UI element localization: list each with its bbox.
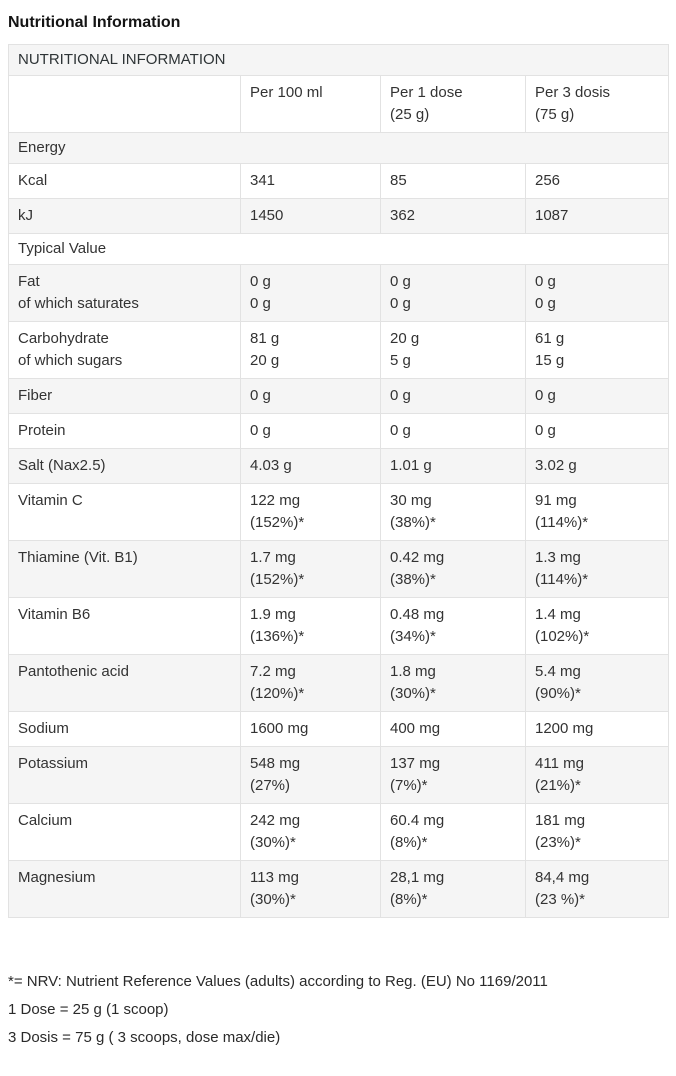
nutrient-value-cell: 341	[240, 163, 381, 199]
nutrient-value-cell: 0 g	[525, 413, 669, 449]
nutrient-value-cell: 0 g	[240, 413, 381, 449]
nutrient-value-cell: 7.2 mg (120%)*	[240, 654, 381, 712]
section-row: Typical Value	[8, 233, 669, 265]
nutrient-label-cell: Fat of which saturates	[8, 264, 241, 322]
nutrient-value-cell: 122 mg (152%)*	[240, 483, 381, 541]
nutrient-label-cell: Thiamine (Vit. B1)	[8, 540, 241, 598]
section-row: Energy	[8, 132, 669, 164]
nutrient-value-cell: 411 mg (21%)*	[525, 746, 669, 804]
data-row: Pantothenic acid 7.2 mg (120%)* 1.8 mg (30…	[8, 654, 669, 712]
data-row: Thiamine (Vit. B1) 1.7 mg (152%)* 0.42 mg …	[8, 540, 669, 598]
nutrient-value-cell: 362	[380, 198, 526, 234]
nutrient-value-cell: 242 mg (30%)*	[240, 803, 381, 861]
nutrient-value-cell: 1200 mg	[525, 711, 669, 747]
nutrient-value-cell: 81 g 20 g	[240, 321, 381, 379]
table-title-cell: NUTRITIONAL INFORMATION	[8, 44, 669, 76]
column-header-cell	[8, 75, 241, 133]
data-row: kJ 1450 362 1087	[8, 198, 669, 234]
footnote-dosis: 3 Dosis = 75 g ( 3 scoops, dose max/die)	[8, 1029, 281, 1046]
data-row: Salt (Nax2.5) 4.03 g 1.01 g 3.02 g	[8, 448, 669, 484]
nutrient-value-cell: 61 g 15 g	[525, 321, 669, 379]
nutrient-value-cell: 1087	[525, 198, 669, 234]
nutrient-value-cell: 85	[380, 163, 526, 199]
nutrient-value-cell: 0 g 0 g	[525, 264, 669, 322]
section-label-cell: Typical Value	[8, 233, 669, 265]
nutrient-value-cell: 256	[525, 163, 669, 199]
data-row: Potassium 548 mg (27%) 137 mg (7%)* 411 mg …	[8, 746, 669, 804]
nutrient-value-cell: 1.8 mg (30%)*	[380, 654, 526, 712]
nutrient-label-cell: Sodium	[8, 711, 241, 747]
nutrient-value-cell: 1600 mg	[240, 711, 381, 747]
nutrient-value-cell: 3.02 g	[525, 448, 669, 484]
nutrient-value-cell: 0 g 0 g	[240, 264, 381, 322]
nutrient-value-cell: 4.03 g	[240, 448, 381, 484]
nutrient-value-cell: 0 g 0 g	[380, 264, 526, 322]
nutrient-label-cell: Vitamin B6	[8, 597, 241, 655]
nutrient-label-cell: Kcal	[8, 163, 241, 199]
nutrient-value-cell: 1450	[240, 198, 381, 234]
nutrient-label-cell: Fiber	[8, 378, 241, 414]
nutrient-label-cell: Carbohydrate of which sugars	[8, 321, 241, 379]
column-header-cell: Per 100 ml	[240, 75, 381, 133]
nutrient-label-cell: Pantothenic acid	[8, 654, 241, 712]
section-label-cell: Energy	[8, 132, 669, 164]
nutrient-label-cell: Protein	[8, 413, 241, 449]
nutrient-value-cell: 1.9 mg (136%)*	[240, 597, 381, 655]
data-row: Vitamin C 122 mg (152%)* 30 mg (38%)* 91 mg…	[8, 483, 669, 541]
title-row: NUTRITIONAL INFORMATION	[8, 44, 669, 76]
nutrient-value-cell: 60.4 mg (8%)*	[380, 803, 526, 861]
column-header-cell: Per 3 dosis (75 g)	[525, 75, 669, 133]
data-row: Calcium 242 mg (30%)* 60.4 mg (8%)* 181 mg …	[8, 803, 669, 861]
nutrient-value-cell: 0 g	[240, 378, 381, 414]
nutrient-value-cell: 0.48 mg (34%)*	[380, 597, 526, 655]
nutrient-value-cell: 20 g 5 g	[380, 321, 526, 379]
nutrient-value-cell: 1.01 g	[380, 448, 526, 484]
nutrient-value-cell: 548 mg (27%)	[240, 746, 381, 804]
footnotes: *= NRV: Nutrient Reference Values (adult…	[8, 968, 668, 1052]
nutrient-value-cell: 0.42 mg (38%)*	[380, 540, 526, 598]
nutrient-label-cell: Potassium	[8, 746, 241, 804]
nutrient-value-cell: 84,4 mg (23 %)*	[525, 860, 669, 918]
nutrient-value-cell: 0 g	[380, 378, 526, 414]
nutrient-value-cell: 1.7 mg (152%)*	[240, 540, 381, 598]
nutrient-value-cell: 181 mg (23%)*	[525, 803, 669, 861]
nutrient-label-cell: Salt (Nax2.5)	[8, 448, 241, 484]
nutrient-label-cell: kJ	[8, 198, 241, 234]
nutrient-value-cell: 0 g	[525, 378, 669, 414]
nutrient-value-cell: 91 mg (114%)*	[525, 483, 669, 541]
nutrient-value-cell: 28,1 mg (8%)*	[380, 860, 526, 918]
data-row: Kcal 341 85 256	[8, 163, 669, 199]
nutrient-value-cell: 113 mg (30%)*	[240, 860, 381, 918]
nutrient-label-cell: Vitamin C	[8, 483, 241, 541]
nutrient-value-cell: 400 mg	[380, 711, 526, 747]
nutrient-value-cell: 137 mg (7%)*	[380, 746, 526, 804]
nutrition-table: NUTRITIONAL INFORMATION Per 100 ml Per 1 d…	[8, 44, 669, 918]
data-row: Sodium 1600 mg 400 mg 1200 mg	[8, 711, 669, 747]
nutrient-label-cell: Calcium	[8, 803, 241, 861]
header-row: Per 100 ml Per 1 dose (25 g) Per 3 dosis (…	[8, 75, 669, 133]
nutrient-value-cell: 0 g	[380, 413, 526, 449]
nutrient-value-cell: 5.4 mg (90%)*	[525, 654, 669, 712]
data-row: Vitamin B6 1.9 mg (136%)* 0.48 mg (34%)* 1.…	[8, 597, 669, 655]
nutrient-label-cell: Magnesium	[8, 860, 241, 918]
nutrient-value-cell: 30 mg (38%)*	[380, 483, 526, 541]
column-header-cell: Per 1 dose (25 g)	[380, 75, 526, 133]
footnote-nrv: *= NRV: Nutrient Reference Values (adult…	[8, 973, 548, 990]
data-row: Carbohydrate of which sugars 81 g 20 g 20 …	[8, 321, 669, 379]
footnote-dose: 1 Dose = 25 g (1 scoop)	[8, 1001, 169, 1018]
nutrient-value-cell: 1.4 mg (102%)*	[525, 597, 669, 655]
nutrient-value-cell: 1.3 mg (114%)*	[525, 540, 669, 598]
data-row: Magnesium 113 mg (30%)* 28,1 mg (8%)* 84,4 …	[8, 860, 669, 918]
page-title: Nutritional Information	[8, 14, 181, 31]
nutrition-table-body: NUTRITIONAL INFORMATION Per 100 ml Per 1 d…	[8, 44, 669, 918]
